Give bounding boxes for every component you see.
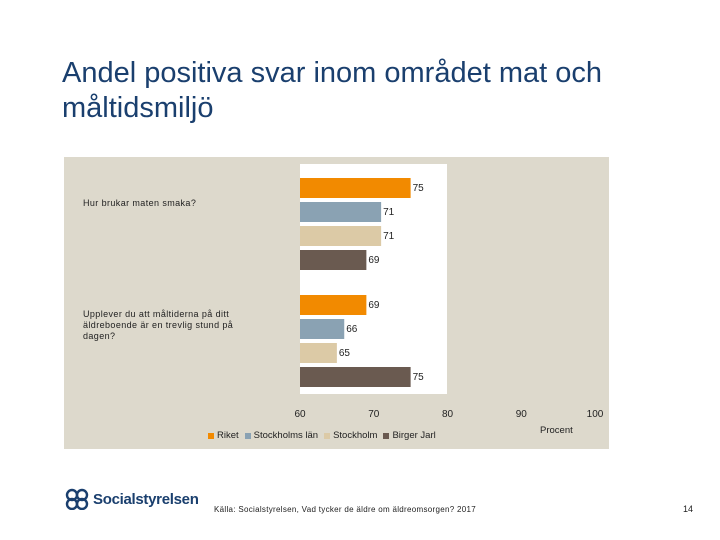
legend-item-birger-jarl: Birger Jarl — [383, 430, 436, 441]
chart-legend: Riket Stockholms län Stockholm Birger Ja… — [208, 430, 442, 441]
data-label-stockholms-l-n-q1: 71 — [383, 207, 395, 218]
legend-swatch-stockholm — [324, 432, 331, 439]
bar-stockholms-l-n-q2 — [300, 319, 345, 339]
x-tick-label: 90 — [516, 409, 528, 420]
page-number: 14 — [683, 504, 694, 514]
legend-item-riket: Riket — [208, 430, 239, 441]
data-label-riket-q1: 75 — [413, 183, 425, 194]
logo-icon — [65, 488, 89, 510]
x-tick-label: 60 — [294, 409, 306, 420]
data-label-stockholm-q1: 71 — [383, 231, 395, 242]
logo-text: Socialstyrelsen — [93, 490, 199, 508]
legend-swatch-birger-jarl — [383, 432, 390, 439]
x-tick-label: 70 — [368, 409, 380, 420]
data-label-stockholms-l-n-q2: 66 — [346, 324, 358, 335]
legend-item-stockholm: Stockholm — [324, 430, 377, 441]
slide-title: Andel positiva svar inom området mat och… — [62, 57, 602, 124]
legend-label-riket: Riket — [217, 430, 239, 441]
socialstyrelsen-logo: Socialstyrelsen — [64, 488, 199, 510]
bar-birger-jarl-q1 — [300, 250, 367, 270]
x-tick-label: 100 — [587, 409, 604, 420]
data-label-birger-jarl-q1: 69 — [368, 255, 380, 266]
data-label-birger-jarl-q2: 75 — [413, 372, 425, 383]
legend-swatch-stockholms-lan — [244, 432, 251, 439]
legend-label-stockholms-lan: Stockholms län — [253, 430, 319, 441]
legend-label-birger-jarl: Birger Jarl — [392, 430, 436, 441]
bar-riket-q2 — [300, 295, 367, 315]
data-label-riket-q2: 69 — [368, 300, 380, 311]
legend-item-stockholms-lan: Stockholms län — [244, 430, 319, 441]
bar-stockholm-q1 — [300, 226, 382, 246]
x-axis-label: Procent — [540, 425, 573, 436]
bar-stockholm-q2 — [300, 343, 337, 363]
bar-birger-jarl-q2 — [300, 367, 411, 387]
bar-stockholms-l-n-q1 — [300, 202, 382, 222]
source-note: Källa: Socialstyrelsen, Vad tycker de äl… — [214, 505, 477, 514]
category-label-meal-pleasant: Upplever du att måltiderna på ditt äldre… — [83, 309, 234, 341]
category-label-taste: Hur brukar maten smaka? — [83, 198, 197, 208]
bar-riket-q1 — [300, 178, 411, 198]
legend-swatch-riket — [208, 432, 214, 439]
x-tick-label: 80 — [442, 409, 454, 420]
data-label-stockholm-q2: 65 — [339, 348, 351, 359]
legend-label-stockholm: Stockholm — [333, 430, 378, 441]
